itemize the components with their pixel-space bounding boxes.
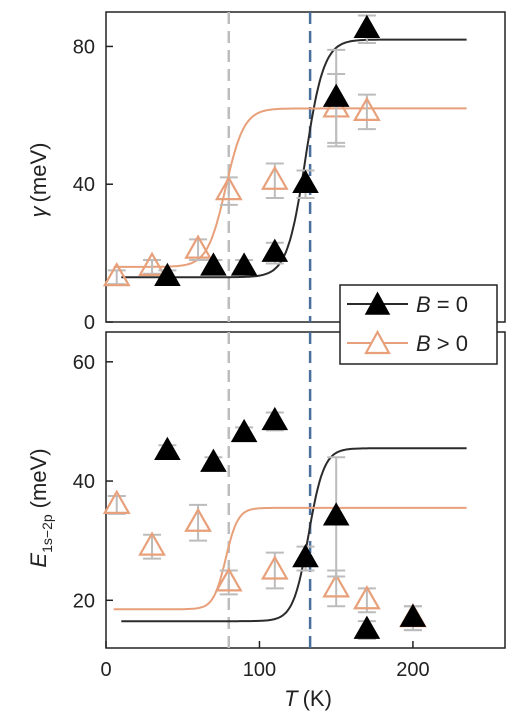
top-marker-bpos — [352, 96, 381, 121]
bottom-y-tick-label: 60 — [73, 352, 95, 374]
top-y-tick: 40 — [73, 174, 113, 196]
top-marker-bpos — [214, 175, 243, 201]
bottom-marker-b0 — [200, 448, 227, 472]
legend-label-b0: B = 0 — [416, 292, 468, 317]
bottom-marker-bpos — [138, 531, 166, 556]
top-marker-bpos — [184, 234, 212, 259]
top-marker-b0 — [200, 252, 227, 276]
legend-label-b0-symbol: B — [416, 292, 431, 317]
top-y-tick: 80 — [73, 36, 113, 58]
bottom-y-tick: 20 — [73, 590, 113, 612]
bottom-marker-b0 — [230, 418, 258, 443]
bottom-x-tick: 0 — [100, 641, 112, 681]
bottom-marker-b0 — [322, 502, 350, 526]
legend-entry-b0: B = 0 — [347, 291, 468, 317]
top-y-tick-label: 40 — [73, 174, 95, 196]
bottom-y-tick-label: 40 — [73, 471, 95, 493]
bottom-fit-bpos — [113, 506, 467, 611]
bottom-x-tick: 200 — [396, 641, 430, 681]
top-y-tick-label: 0 — [84, 312, 95, 334]
bottom-marker-b0 — [353, 615, 381, 639]
top-plot-frame — [105, 11, 506, 323]
top-fit-bpos — [113, 107, 467, 268]
top-marker-bpos — [138, 251, 166, 276]
legend-label-bpos-symbol: B — [416, 331, 431, 356]
top-marker-b0 — [261, 238, 289, 262]
bottom-panel: 20 40 60 0 100 200 — [73, 331, 506, 681]
legend: B = 0 B > 0 — [339, 284, 498, 365]
top-marker-b0 — [322, 83, 350, 107]
legend-label-bpos: B > 0 — [416, 331, 468, 356]
top-marker-b0 — [230, 252, 258, 276]
top-y-axis-symbol: γ — [26, 204, 51, 217]
legend-marker-b0 — [364, 291, 391, 315]
bottom-marker-bpos — [184, 507, 212, 532]
top-y-axis-label: γ(meV) — [26, 143, 51, 218]
bottom-y-tick-label: 20 — [73, 590, 95, 612]
top-fit-b0 — [121, 38, 467, 279]
bottom-y-axis-subscript: 1s−2p — [39, 514, 55, 553]
legend-label-bpos-rest: > 0 — [431, 331, 468, 356]
top-panel: 0 40 80 — [73, 11, 506, 334]
x-axis-label: T (K) — [284, 686, 332, 711]
top-marker-b0 — [292, 169, 319, 193]
top-marker-bpos — [102, 261, 131, 287]
top-y-tick: 0 — [84, 312, 113, 334]
bottom-marker-b0 — [399, 603, 427, 627]
bottom-y-tick: 40 — [73, 471, 113, 493]
top-marker-b0 — [154, 262, 181, 286]
bottom-marker-b0 — [292, 544, 319, 568]
bottom-marker-b0 — [154, 436, 181, 460]
top-marker-b0 — [353, 14, 381, 38]
bottom-marker-bpos — [102, 489, 131, 514]
legend-marker-bpos — [364, 329, 391, 355]
bottom-x-tick: 100 — [243, 641, 276, 681]
legend-entry-bpos: B > 0 — [347, 329, 468, 356]
bottom-y-axis-label: E1s−2p (meV) — [26, 448, 55, 567]
bottom-y-tick: 60 — [73, 352, 113, 374]
bottom-marker-b0 — [261, 406, 289, 431]
bottom-x-tick-label: 200 — [396, 659, 429, 681]
bottom-x-tick-label: 100 — [243, 659, 276, 681]
bottom-marker-bpos — [352, 585, 381, 610]
legend-label-b0-rest: = 0 — [431, 292, 468, 317]
top-y-tick-label: 80 — [73, 36, 95, 58]
x-axis-unit: (K) — [303, 686, 332, 711]
bottom-marker-bpos — [260, 555, 289, 580]
x-axis-symbol: T — [284, 686, 299, 711]
bottom-marker-bpos — [322, 573, 351, 598]
bottom-fit-b0 — [121, 447, 467, 623]
top-y-axis-unit: (meV) — [26, 143, 51, 203]
bottom-marker-bpos — [214, 567, 243, 592]
bottom-x-tick-label: 0 — [100, 659, 111, 681]
bottom-y-axis-symbol: E — [26, 553, 51, 568]
top-marker-bpos — [260, 165, 289, 190]
bottom-y-axis-unit: (meV) — [26, 448, 51, 508]
bottom-plot-frame — [105, 331, 506, 649]
